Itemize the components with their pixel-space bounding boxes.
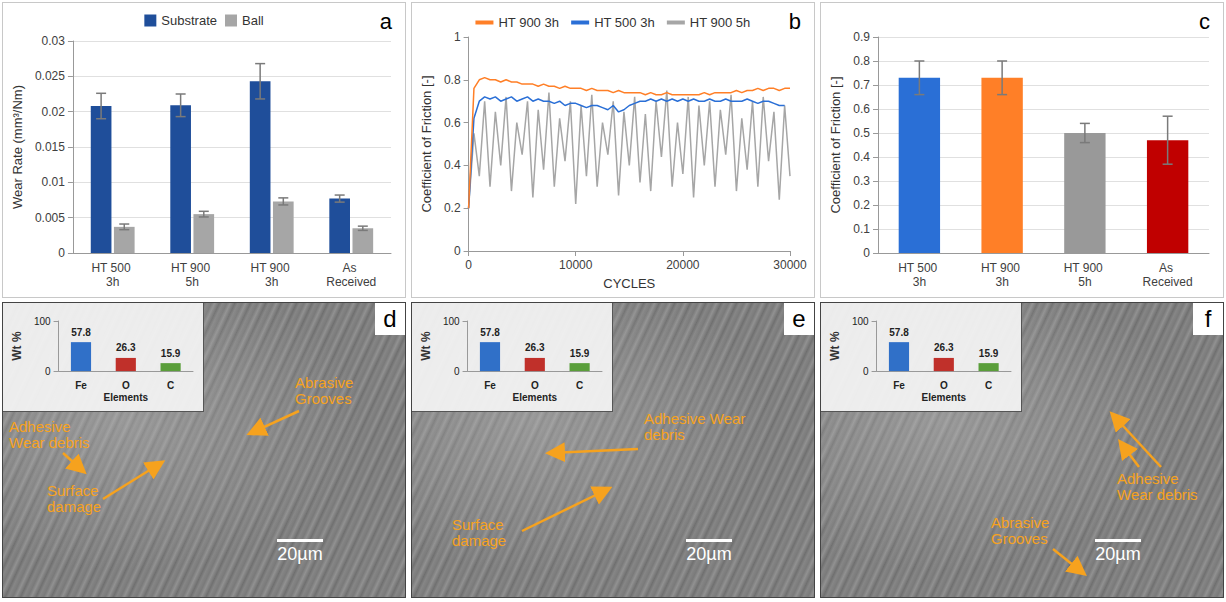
svg-text:Wt %: Wt % (828, 331, 842, 361)
svg-text:0.4: 0.4 (853, 150, 870, 164)
svg-text:HT 900: HT 900 (171, 261, 213, 275)
svg-text:26.3: 26.3 (934, 342, 954, 353)
html-text:Adhesive Wear debris: Adhesive Wear debris (9, 418, 90, 451)
svg-text:0.01: 0.01 (42, 175, 66, 189)
html-text:e: e (792, 305, 806, 332)
svg-text:57.8: 57.8 (480, 327, 500, 338)
svg-text:0.2: 0.2 (853, 198, 870, 212)
svg-text:0.6: 0.6 (853, 102, 870, 116)
svg-text:0.7: 0.7 (853, 78, 870, 92)
svg-text:100: 100 (443, 316, 460, 327)
svg-text:0.3: 0.3 (853, 174, 870, 188)
svg-text:Received: Received (326, 275, 376, 289)
svg-text:Wt %: Wt % (10, 331, 24, 361)
html-text:20µm: 20µm (1095, 544, 1141, 564)
svg-text:57.8: 57.8 (889, 327, 909, 338)
svg-text:20000: 20000 (666, 258, 700, 272)
svg-text:15.9: 15.9 (570, 348, 590, 359)
svg-text:0.025: 0.025 (35, 69, 65, 83)
svg-text:Coefficient of Friction [-]: Coefficient of Friction [-] (828, 76, 843, 213)
svg-text:Ball: Ball (242, 13, 264, 28)
svg-text:C: C (985, 380, 992, 391)
html-text:20µm: 20µm (686, 544, 732, 564)
svg-text:HT 900: HT 900 (250, 261, 292, 275)
svg-text:26.3: 26.3 (525, 342, 545, 353)
svg-text:0.03: 0.03 (42, 34, 66, 48)
svg-text:0: 0 (863, 366, 869, 377)
svg-text:As: As (1159, 261, 1176, 275)
svg-text:O: O (940, 380, 948, 391)
html-text:Adhesive Wear debris: Adhesive Wear debris (644, 410, 746, 443)
html-text:d: d (383, 305, 397, 332)
html-text:Abrasive Grooves: Abrasive Grooves (991, 514, 1050, 547)
html-text:Surface damage: Surface damage (47, 482, 102, 515)
svg-text:b: b (789, 9, 801, 34)
svg-text:O: O (122, 380, 130, 391)
html-text:Adhesive Wear debris: Adhesive Wear debris (1117, 470, 1198, 503)
svg-text:HT 900: HT 900 (981, 261, 1023, 275)
svg-text:0: 0 (465, 258, 472, 272)
svg-text:3h: 3h (995, 275, 1008, 289)
svg-text:0: 0 (58, 246, 65, 260)
svg-text:Elements: Elements (104, 392, 149, 403)
svg-text:HT 900 5h: HT 900 5h (690, 15, 750, 30)
svg-text:Wear Rate (mm³/Nm): Wear Rate (mm³/Nm) (10, 85, 25, 209)
svg-text:3h: 3h (913, 275, 926, 289)
svg-text:0.8: 0.8 (853, 54, 870, 68)
svg-text:3h: 3h (265, 275, 278, 289)
svg-text:0.015: 0.015 (35, 140, 65, 154)
svg-text:26.3: 26.3 (116, 342, 136, 353)
svg-text:5h: 5h (1078, 275, 1091, 289)
svg-text:CYCLES: CYCLES (603, 276, 655, 291)
svg-text:As: As (343, 261, 360, 275)
svg-text:HT 500: HT 500 (898, 261, 940, 275)
svg-text:57.8: 57.8 (71, 327, 91, 338)
svg-text:HT 500 3h: HT 500 3h (594, 15, 654, 30)
html-text:Abrasive Grooves: Abrasive Grooves (295, 374, 354, 407)
svg-text:0: 0 (454, 244, 461, 258)
svg-text:15.9: 15.9 (979, 348, 999, 359)
svg-text:0.8: 0.8 (444, 73, 461, 87)
svg-text:0.9: 0.9 (853, 30, 870, 44)
svg-text:Elements: Elements (513, 392, 558, 403)
svg-text:C: C (576, 380, 583, 391)
svg-text:0.1: 0.1 (853, 222, 870, 236)
svg-text:HT 900 3h: HT 900 3h (498, 15, 558, 30)
svg-text:1: 1 (454, 30, 461, 44)
svg-text:0: 0 (863, 246, 870, 260)
svg-text:HT 900: HT 900 (1064, 261, 1106, 275)
svg-text:0: 0 (454, 366, 460, 377)
svg-text:C: C (167, 380, 174, 391)
svg-text:Wt %: Wt % (419, 331, 433, 361)
svg-text:3h: 3h (106, 275, 119, 289)
svg-text:O: O (531, 380, 539, 391)
html-text:f: f (1204, 305, 1212, 332)
svg-text:Elements: Elements (922, 392, 967, 403)
svg-text:0.02: 0.02 (42, 105, 66, 119)
svg-text:100: 100 (34, 316, 51, 327)
svg-text:0.4: 0.4 (444, 158, 461, 172)
svg-text:c: c (1199, 9, 1210, 34)
svg-text:Fe: Fe (75, 380, 87, 391)
html-text:Surface damage: Surface damage (452, 516, 507, 549)
svg-text:Substrate: Substrate (161, 13, 217, 28)
svg-text:Coefficient of Friction [-]: Coefficient of Friction [-] (419, 75, 434, 212)
svg-text:30000: 30000 (773, 258, 807, 272)
svg-text:Fe: Fe (484, 380, 496, 391)
svg-text:0.2: 0.2 (444, 201, 461, 215)
svg-text:Fe: Fe (893, 380, 905, 391)
svg-text:15.9: 15.9 (161, 348, 181, 359)
svg-text:HT 500: HT 500 (91, 261, 133, 275)
svg-text:5h: 5h (186, 275, 199, 289)
svg-text:a: a (380, 9, 393, 34)
svg-text:0.005: 0.005 (35, 211, 65, 225)
svg-text:0.5: 0.5 (853, 126, 870, 140)
svg-text:Received: Received (1143, 275, 1193, 289)
svg-text:100: 100 (852, 316, 869, 327)
svg-text:0.6: 0.6 (444, 116, 461, 130)
html-text:20µm: 20µm (277, 544, 323, 564)
svg-text:0: 0 (45, 366, 51, 377)
svg-text:10000: 10000 (559, 258, 593, 272)
